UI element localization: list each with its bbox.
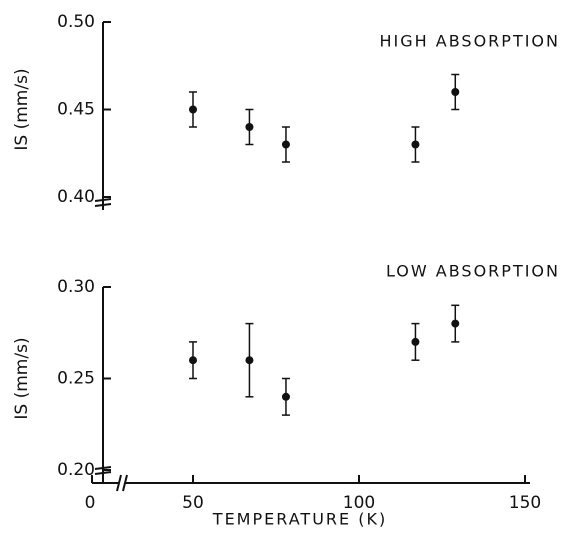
x-axis-label: TEMPERATURE (K) [212,510,387,529]
data-point [411,140,420,149]
data-point [451,319,460,328]
axis-break [94,203,112,207]
y-tick-label: 0.45 [57,100,95,120]
data-point [411,337,420,346]
x-tick-label: 150 [509,493,541,513]
data-point [281,140,290,149]
y-tick-label: 0.25 [57,369,95,389]
y-tick-label: 0.50 [57,12,95,32]
data-point [245,356,254,365]
data-point [245,123,254,131]
y-tick-label: 0.40 [57,187,95,207]
x-tick-label: 100 [343,493,375,513]
x-tick-label: 50 [182,493,204,513]
axis-break [94,466,112,470]
y-axis-label: IS (mm/s) [12,68,32,150]
axis-break [94,471,112,475]
y-tick-label: 0.20 [57,460,95,480]
axis-break [94,198,112,202]
annotation: HIGH ABSORPTION [380,32,560,51]
y-tick-label: 0.30 [57,277,95,297]
data-point [451,88,460,96]
data-point [189,356,197,365]
y-axis-label: IS (mm/s) [12,337,32,419]
data-point [281,392,290,401]
axis-break [116,474,122,492]
x-tick-label: 0 [85,493,96,513]
axis-break [122,474,128,492]
data-point [189,105,197,114]
annotation: LOW ABSORPTION [386,262,560,281]
